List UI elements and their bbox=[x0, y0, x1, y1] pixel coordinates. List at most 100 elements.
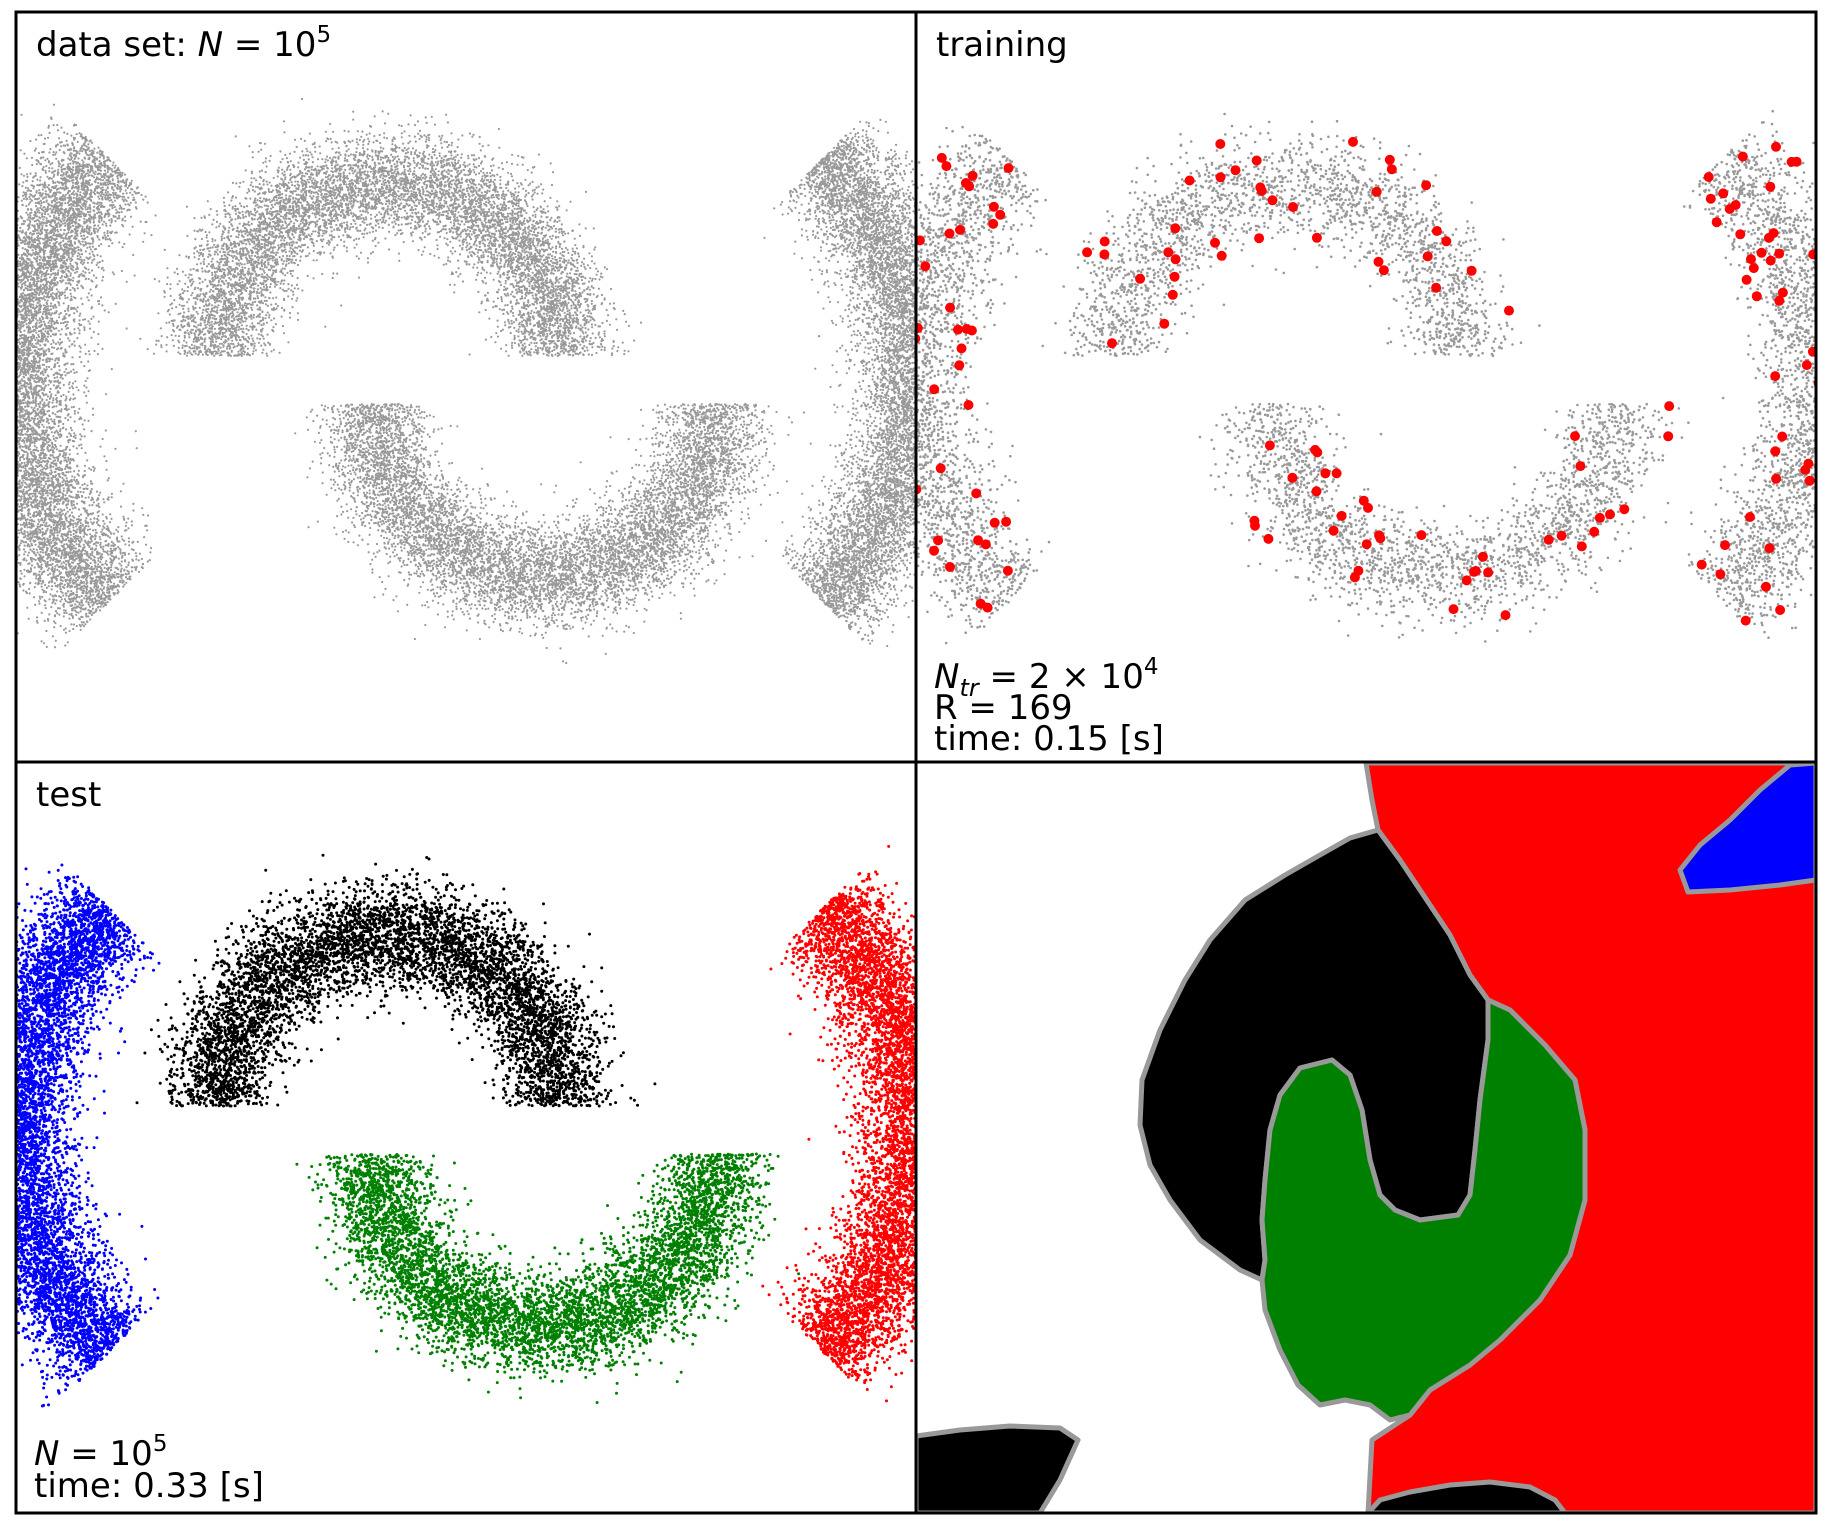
center-point bbox=[964, 181, 975, 192]
center-point bbox=[1765, 255, 1776, 266]
center-point bbox=[995, 209, 1006, 220]
center-point bbox=[941, 161, 952, 172]
center-point bbox=[988, 201, 999, 212]
center-point bbox=[1745, 512, 1755, 522]
test-n-label: N = 105 bbox=[34, 1431, 167, 1474]
center-point bbox=[955, 224, 965, 235]
center-point bbox=[1384, 154, 1395, 165]
center-point bbox=[1215, 139, 1226, 149]
center-point bbox=[1210, 237, 1220, 248]
center-point bbox=[1746, 254, 1756, 265]
center-point bbox=[1373, 256, 1384, 267]
center-point bbox=[953, 324, 963, 335]
region-black-bottom-right bbox=[1365, 1479, 1568, 1513]
training-time-label: time: 0.15 [s] bbox=[934, 719, 1164, 759]
center-point bbox=[1002, 565, 1013, 576]
center-point bbox=[1249, 515, 1260, 526]
center-point bbox=[1363, 502, 1373, 513]
center-point bbox=[1696, 559, 1707, 570]
center-point bbox=[1311, 232, 1322, 243]
center-point bbox=[1448, 604, 1459, 615]
center-point bbox=[1263, 533, 1274, 544]
center-point bbox=[1469, 566, 1480, 577]
center-point bbox=[1771, 141, 1781, 152]
center-point bbox=[1619, 504, 1630, 515]
center-point bbox=[1099, 236, 1110, 247]
center-point bbox=[1741, 274, 1752, 285]
center-point bbox=[1371, 186, 1382, 197]
center-point bbox=[1311, 486, 1322, 497]
region-green bbox=[1259, 997, 1588, 1423]
center-point bbox=[1570, 431, 1580, 442]
center-point bbox=[1264, 440, 1275, 451]
center-point bbox=[1255, 182, 1266, 193]
center-point bbox=[1801, 360, 1812, 371]
center-point bbox=[1764, 543, 1775, 554]
center-point bbox=[1735, 229, 1746, 240]
center-point bbox=[936, 152, 947, 163]
center-point bbox=[1808, 249, 1816, 260]
center-point bbox=[1770, 446, 1781, 457]
center-point bbox=[1786, 156, 1797, 167]
center-point bbox=[945, 302, 956, 313]
center-point bbox=[1605, 509, 1615, 520]
training-ntr-label: Ntr = 2 × 104 bbox=[934, 654, 1158, 702]
center-point bbox=[1320, 468, 1331, 479]
test-time-label: time: 0.33 [s] bbox=[34, 1466, 264, 1506]
center-point bbox=[973, 535, 984, 546]
center-point bbox=[1761, 581, 1771, 592]
center-point bbox=[954, 360, 965, 371]
center-point bbox=[1720, 540, 1730, 551]
center-point bbox=[980, 539, 991, 550]
center-point bbox=[1774, 248, 1785, 259]
center-point bbox=[1170, 254, 1181, 265]
center-point bbox=[916, 323, 923, 333]
center-point bbox=[1328, 525, 1339, 536]
scatter-series-bottom-left-0 bbox=[16, 863, 161, 1408]
panel-dataset: data set: N = 105 bbox=[16, 22, 916, 665]
center-point bbox=[1715, 569, 1726, 580]
center-point bbox=[1107, 338, 1117, 349]
test-title: test bbox=[36, 775, 101, 815]
center-point bbox=[1504, 305, 1514, 316]
panel-regions bbox=[916, 763, 1816, 1513]
center-point bbox=[1167, 289, 1178, 300]
center-point bbox=[1575, 461, 1586, 472]
center-point bbox=[1349, 572, 1360, 583]
center-point bbox=[971, 488, 982, 499]
center-point bbox=[1421, 180, 1432, 191]
center-point bbox=[1703, 172, 1714, 182]
center-point bbox=[916, 235, 925, 246]
center-point bbox=[1378, 265, 1389, 276]
center-point bbox=[944, 228, 955, 239]
center-point bbox=[920, 261, 931, 272]
center-point bbox=[988, 218, 999, 229]
center-point bbox=[1375, 533, 1386, 544]
training-title: training bbox=[936, 25, 1068, 65]
center-point bbox=[982, 602, 993, 613]
center-point bbox=[935, 463, 946, 474]
panel-training: training Ntr = 2 × 104 R = 169 time: 0.1… bbox=[916, 25, 1816, 759]
center-point bbox=[1215, 172, 1226, 183]
center-point bbox=[966, 325, 977, 336]
scatter-series-bottom-left-2 bbox=[135, 853, 657, 1108]
center-point bbox=[1184, 175, 1195, 186]
center-point bbox=[1169, 271, 1180, 282]
region-black-bottom-left bbox=[916, 1423, 1081, 1513]
center-point bbox=[1483, 567, 1494, 578]
center-point bbox=[1386, 164, 1397, 175]
center-point bbox=[1288, 202, 1298, 212]
dataset-points bbox=[16, 97, 916, 665]
center-point bbox=[1003, 163, 1014, 174]
training-r-label: R = 169 bbox=[934, 688, 1073, 728]
center-point bbox=[1771, 473, 1782, 484]
center-point bbox=[1477, 551, 1488, 562]
center-point bbox=[1254, 233, 1265, 244]
center-point bbox=[963, 400, 974, 410]
scatter-series-top-left-0 bbox=[16, 97, 916, 665]
center-point bbox=[945, 562, 955, 572]
center-point bbox=[1775, 605, 1786, 615]
center-point bbox=[1500, 610, 1511, 621]
center-point bbox=[1170, 223, 1181, 234]
